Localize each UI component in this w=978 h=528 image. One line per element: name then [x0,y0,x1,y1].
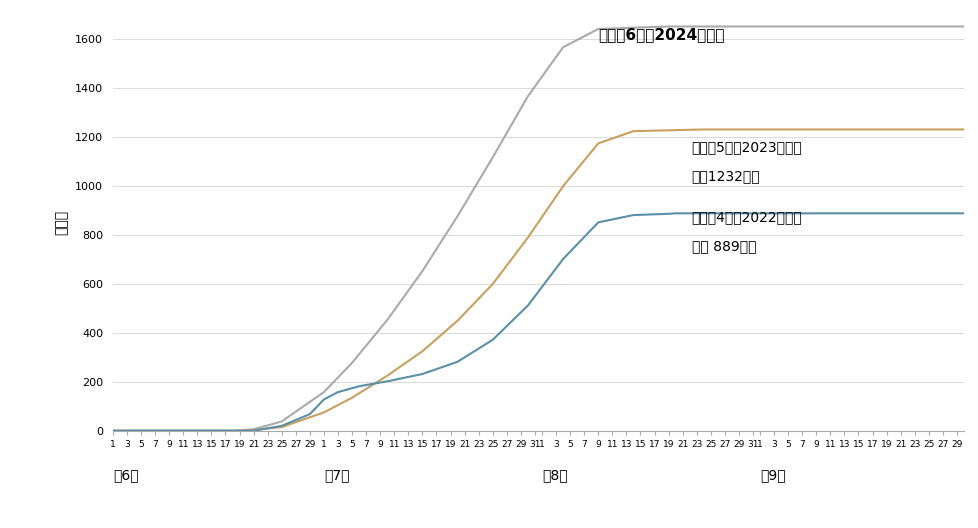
Text: 【令和4年（2022年）】: 【令和4年（2022年）】 [691,210,802,224]
Text: 【令和5年（2023年）】: 【令和5年（2023年）】 [691,140,802,154]
Text: 盶8月: 盶8月 [542,468,567,482]
Text: のべ 889地域: のべ 889地域 [691,240,755,253]
Text: 盶7月: 盶7月 [324,468,349,482]
Text: 盶6月: 盶6月 [112,468,139,482]
Text: 盶9月: 盶9月 [759,468,785,482]
Text: のう1232地域: のう1232地域 [691,169,760,183]
Text: 【令和6年（2024年）】: 【令和6年（2024年）】 [598,27,724,42]
Y-axis label: 地域数: 地域数 [54,210,68,235]
